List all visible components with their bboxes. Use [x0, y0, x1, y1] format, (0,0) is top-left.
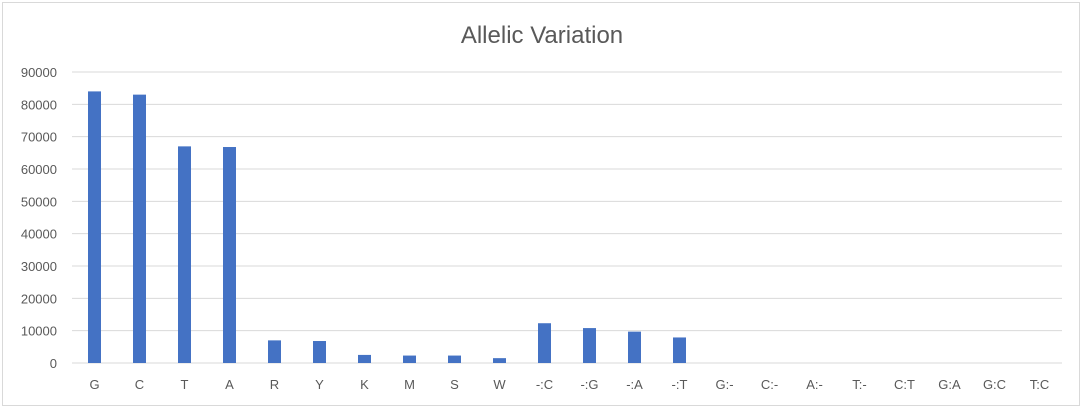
- x-tick-label: M: [404, 377, 415, 392]
- y-tick-label: 10000: [21, 324, 57, 339]
- y-tick-label: 30000: [21, 259, 57, 274]
- x-tick-label: T: [181, 377, 189, 392]
- x-tick-label: K: [360, 377, 369, 392]
- y-tick-label: 60000: [21, 162, 57, 177]
- bar-W: [493, 358, 506, 363]
- x-tick-label: G:C: [983, 377, 1006, 392]
- bar-M: [403, 355, 416, 363]
- x-tick-label: G:-: [715, 377, 733, 392]
- x-tick-label: C: [135, 377, 144, 392]
- x-tick-label: -:T: [672, 377, 688, 392]
- x-axis-ticks: G C T A R Y K M S W -:C -:G -:A -:T G:- C:- A:- T:- C:T G:A…: [89, 377, 1049, 392]
- bar--:C: [538, 323, 551, 363]
- x-tick-label: G: [89, 377, 99, 392]
- y-tick-label: 50000: [21, 194, 57, 209]
- bar-R: [268, 340, 281, 363]
- bar-S: [448, 355, 461, 363]
- chart-title: Allelic Variation: [461, 22, 623, 49]
- x-tick-label: Y: [315, 377, 324, 392]
- x-tick-label: -:C: [536, 377, 553, 392]
- y-axis-ticks: 0 10000 20000 30000 40000 50000 60000 70000 8000…: [21, 65, 57, 371]
- bar-T: [178, 146, 191, 363]
- bar--:G: [583, 328, 596, 363]
- bar-G: [88, 91, 101, 364]
- bar-C: [133, 94, 146, 363]
- bar--:A: [628, 331, 641, 363]
- y-tick-label: 0: [50, 356, 57, 371]
- x-tick-label: -:A: [626, 377, 643, 392]
- x-tick-label: A:-: [806, 377, 823, 392]
- x-tick-label: A: [225, 377, 234, 392]
- bar-A: [223, 147, 236, 363]
- bars: [88, 91, 686, 364]
- gridlines: [72, 71, 1062, 364]
- y-tick-label: 90000: [21, 65, 57, 80]
- bar--:T: [673, 337, 686, 363]
- y-tick-label: 80000: [21, 97, 57, 112]
- y-tick-label: 40000: [21, 227, 57, 242]
- x-tick-label: R: [270, 377, 279, 392]
- x-tick-label: S: [450, 377, 459, 392]
- x-tick-label: C:T: [894, 377, 915, 392]
- x-tick-label: -:G: [580, 377, 598, 392]
- x-tick-label: T:C: [1030, 377, 1050, 392]
- x-tick-label: T:-: [852, 377, 866, 392]
- bar-Y: [313, 341, 326, 363]
- bar-K: [358, 354, 371, 363]
- x-tick-label: C:-: [761, 377, 778, 392]
- x-tick-label: G:A: [938, 377, 961, 392]
- x-tick-label: W: [493, 377, 506, 392]
- y-tick-label: 20000: [21, 291, 57, 306]
- y-tick-label: 70000: [21, 130, 57, 145]
